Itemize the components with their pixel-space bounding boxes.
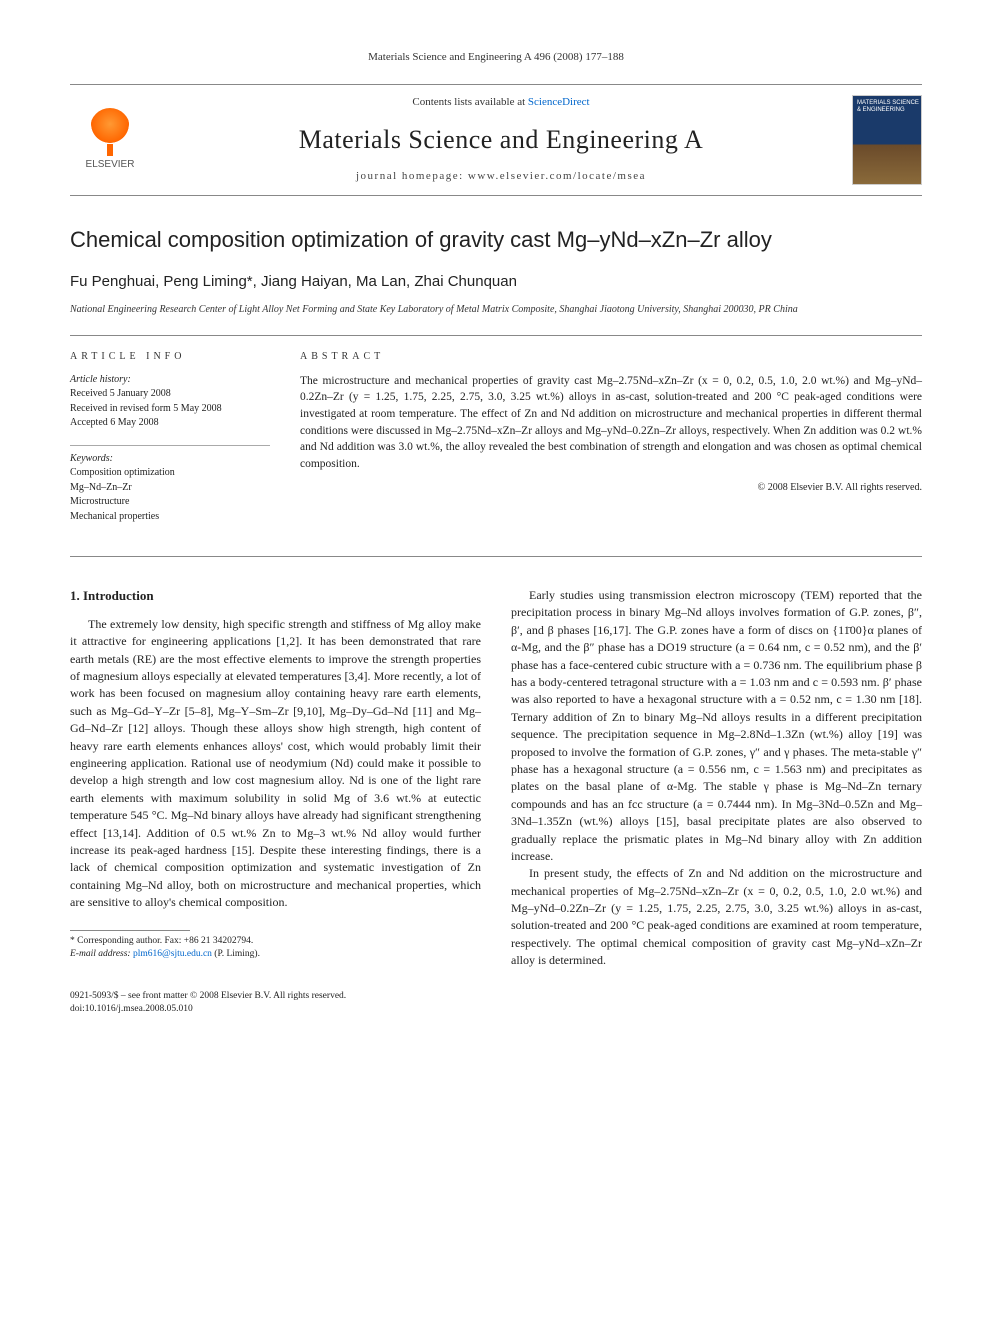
body-paragraph: The extremely low density, high specific… <box>70 616 481 912</box>
history-accepted: Accepted 6 May 2008 <box>70 416 270 431</box>
keywords-block: Keywords: Composition optimization Mg–Nd… <box>70 445 270 525</box>
publisher-name: ELSEVIER <box>86 158 135 173</box>
keywords-label: Keywords: <box>70 452 270 467</box>
body-paragraph: In present study, the effects of Zn and … <box>511 865 922 969</box>
author-list: Fu Penghuai, Peng Liming*, Jiang Haiyan,… <box>70 271 922 294</box>
journal-homepage: journal homepage: www.elsevier.com/locat… <box>150 169 852 185</box>
doi-line: doi:10.1016/j.msea.2008.05.010 <box>70 1003 922 1017</box>
keyword-item: Mechanical properties <box>70 510 270 525</box>
running-header: Materials Science and Engineering A 496 … <box>70 50 922 66</box>
abstract-copyright: © 2008 Elsevier B.V. All rights reserved… <box>300 481 922 496</box>
corr-author-line: * Corresponding author. Fax: +86 21 3420… <box>70 935 481 949</box>
contents-list-line: Contents lists available at ScienceDirec… <box>150 95 852 111</box>
sciencedirect-link[interactable]: ScienceDirect <box>528 96 590 108</box>
issn-line: 0921-5093/$ – see front matter © 2008 El… <box>70 990 922 1004</box>
intro-heading: 1. Introduction <box>70 587 481 606</box>
article-title: Chemical composition optimization of gra… <box>70 226 922 255</box>
email-label: E-mail address: <box>70 949 133 959</box>
keyword-item: Composition optimization <box>70 466 270 481</box>
cover-thumb-label: MATERIALS SCIENCE & ENGINEERING <box>857 100 921 113</box>
publisher-logo: ELSEVIER <box>70 100 150 180</box>
body-paragraph: Early studies using transmission electro… <box>511 587 922 865</box>
article-history: Article history: Received 5 January 2008… <box>70 373 270 431</box>
history-revised: Received in revised form 5 May 2008 <box>70 402 270 417</box>
bottom-meta: 0921-5093/$ – see front matter © 2008 El… <box>70 990 922 1018</box>
keyword-item: Mg–Nd–Zn–Zr <box>70 481 270 496</box>
corresponding-author-footnote: * Corresponding author. Fax: +86 21 3420… <box>70 935 481 963</box>
journal-cover-thumbnail: MATERIALS SCIENCE & ENGINEERING <box>852 95 922 185</box>
article-info-heading: ARTICLE INFO <box>70 350 270 365</box>
corr-email-link[interactable]: plm616@sjtu.edu.cn <box>133 949 212 959</box>
history-received: Received 5 January 2008 <box>70 387 270 402</box>
keyword-item: Microstructure <box>70 495 270 510</box>
journal-name: Materials Science and Engineering A <box>150 121 852 159</box>
affiliation: National Engineering Research Center of … <box>70 303 922 317</box>
email-who: (P. Liming). <box>212 949 260 959</box>
contents-prefix: Contents lists available at <box>412 96 527 108</box>
abstract-heading: ABSTRACT <box>300 350 922 365</box>
body-columns: 1. Introduction The extremely low densit… <box>70 587 922 970</box>
elsevier-tree-icon <box>90 108 130 148</box>
masthead: ELSEVIER Contents lists available at Sci… <box>70 84 922 196</box>
info-abstract-block: ARTICLE INFO Article history: Received 5… <box>70 335 922 557</box>
abstract-text: The microstructure and mechanical proper… <box>300 373 922 473</box>
footnote-rule <box>70 930 190 931</box>
history-label: Article history: <box>70 373 270 388</box>
